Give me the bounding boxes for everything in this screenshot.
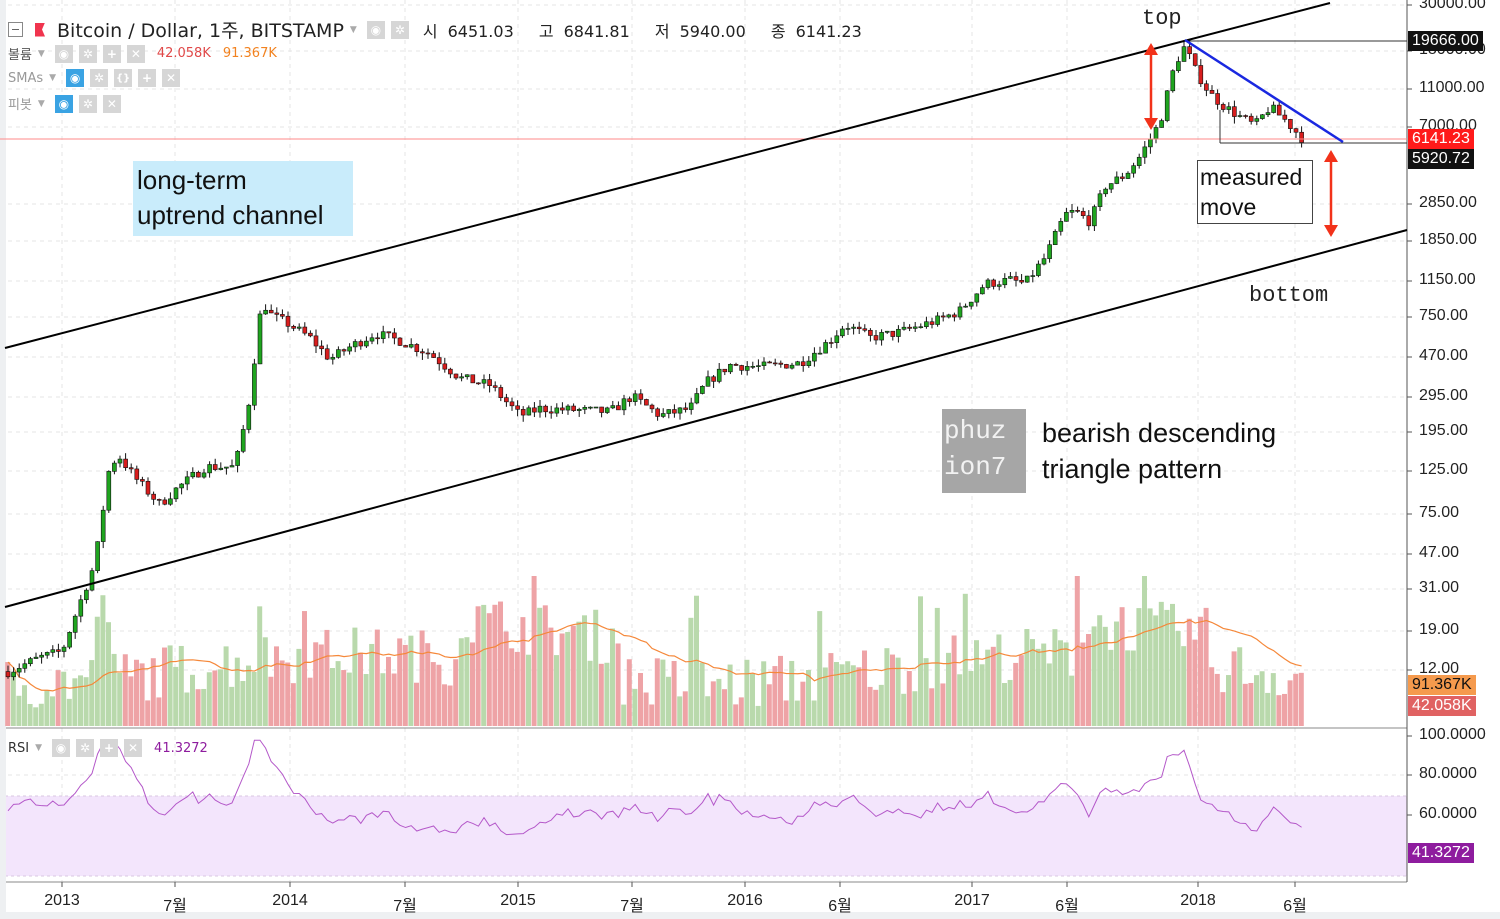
annotation-text: triangle pattern — [1042, 454, 1223, 484]
price-tick: 470.00 — [1419, 347, 1468, 364]
gear-icon[interactable]: ✲ — [78, 44, 97, 63]
rsi-legend: RSI ▼ ◉ ✲ + ✕ 41.3272 — [8, 739, 208, 757]
high-value: 6841.81 — [563, 21, 630, 41]
time-tick: 2018 — [1180, 892, 1216, 909]
logo-text: ion7 — [944, 452, 1007, 482]
price-tick: 19.00 — [1419, 621, 1460, 638]
volume-value: 42.058K — [156, 46, 211, 61]
annotation-text: uptrend channel — [137, 200, 324, 230]
volume-tag: 42.058K — [1408, 696, 1476, 716]
eye-icon[interactable]: ◉ — [66, 69, 85, 87]
volume-sma-tag: 91.367K — [1408, 675, 1476, 695]
price-tick: 11000.00 — [1419, 79, 1485, 96]
symbol-legend: Bitcoin / Dollar, 1주, BITSTAMP ▼ ◉ ✲ 시 64… — [8, 16, 882, 43]
rsi-tag: 41.3272 — [1408, 843, 1474, 863]
volume-legend: 볼륨 ▼ ◉ ✲ + ✕ 42.058K 91.367K — [8, 44, 277, 63]
eye-icon[interactable]: ◉ — [54, 94, 73, 113]
smas-name[interactable]: SMAs — [8, 70, 44, 86]
gear-icon[interactable]: ✲ — [78, 94, 97, 113]
close-icon[interactable]: ✕ — [102, 94, 121, 113]
rsi-tick: 60.0000 — [1419, 805, 1477, 822]
high-line-tag: 19666.00 — [1408, 31, 1483, 51]
price-tick: 1850.00 — [1419, 231, 1477, 248]
volume-name[interactable]: 볼륨 — [8, 48, 32, 63]
price-tick: 31.00 — [1419, 579, 1460, 596]
time-tick: 2014 — [272, 892, 308, 909]
chevron-down-icon[interactable]: ▼ — [349, 24, 357, 35]
time-tick: 7월 — [163, 898, 187, 915]
last-price-tag: 6141.23 — [1408, 129, 1474, 149]
open-value: 6451.03 — [447, 21, 514, 41]
price-tick: 295.00 — [1419, 387, 1468, 404]
chevron-down-icon[interactable]: ▼ — [37, 48, 45, 59]
smas-legend: SMAs ▼ ◉ ✲ {} + ✕ — [8, 69, 182, 87]
time-tick: 2017 — [954, 892, 990, 909]
price-tick: 2850.00 — [1419, 194, 1477, 211]
flag-icon[interactable] — [35, 22, 45, 37]
price-tick: 125.00 — [1419, 461, 1468, 478]
rsi-name[interactable]: RSI — [8, 740, 30, 756]
eye-icon[interactable]: ◉ — [52, 739, 71, 757]
rsi-tick: 80.0000 — [1419, 765, 1477, 782]
plus-icon[interactable]: + — [138, 69, 157, 87]
time-tick: 6월 — [1283, 898, 1307, 915]
price-tick: 1150.00 — [1419, 271, 1476, 288]
measured-move-annotation[interactable]: measured move — [1197, 160, 1313, 224]
watermark-logo: phuz ion7 — [942, 409, 1026, 493]
eye-icon[interactable]: ◉ — [366, 20, 385, 39]
time-tick: 2013 — [44, 892, 80, 909]
top-annotation[interactable]: top — [1142, 6, 1182, 31]
annotation-text: bearish descending — [1042, 418, 1277, 448]
eye-icon[interactable]: ◉ — [54, 44, 73, 63]
time-tick: 6월 — [1055, 898, 1079, 915]
plus-icon[interactable]: + — [102, 44, 121, 63]
price-tick: 12.00 — [1419, 660, 1460, 677]
gear-icon[interactable]: ✲ — [76, 739, 95, 757]
bottom-annotation[interactable]: bottom — [1249, 283, 1329, 308]
annotation-text: move — [1200, 194, 1257, 220]
annotation-text: measured — [1200, 164, 1303, 190]
rsi-value: 41.3272 — [154, 740, 208, 756]
close-icon[interactable]: ✕ — [162, 69, 181, 87]
plus-icon[interactable]: + — [100, 739, 119, 757]
time-tick: 2015 — [500, 892, 536, 909]
support-tag: 5920.72 — [1408, 149, 1474, 169]
time-tick: 6월 — [828, 898, 852, 915]
chevron-down-icon[interactable]: ▼ — [35, 743, 43, 753]
price-tick: 75.00 — [1419, 504, 1460, 521]
rsi-tick: 100.0000 — [1419, 726, 1486, 743]
pivot-legend: 피봇 ▼ ◉ ✲ ✕ — [8, 94, 123, 113]
collapse-icon[interactable] — [8, 22, 23, 37]
time-tick: 7월 — [393, 898, 417, 915]
time-tick: 7월 — [620, 898, 644, 915]
price-tick: 195.00 — [1419, 422, 1468, 439]
pattern-annotation[interactable]: bearish descending triangle pattern — [1042, 415, 1276, 487]
channel-annotation[interactable]: long-term uptrend channel — [133, 161, 353, 236]
price-tick: 750.00 — [1419, 307, 1468, 324]
chevron-down-icon[interactable]: ▼ — [37, 98, 45, 109]
symbol-title[interactable]: Bitcoin / Dollar, 1주, BITSTAMP — [57, 20, 344, 42]
chevron-down-icon[interactable]: ▼ — [49, 73, 57, 83]
price-tick: 30000.00 — [1419, 0, 1486, 12]
close-value: 6141.23 — [795, 21, 862, 41]
close-icon[interactable]: ✕ — [126, 44, 145, 63]
gear-icon[interactable]: ✲ — [90, 69, 109, 87]
pivot-name[interactable]: 피봇 — [8, 98, 32, 113]
gear-icon[interactable]: ✲ — [390, 20, 409, 39]
annotation-text: long-term — [137, 165, 247, 195]
price-tick: 47.00 — [1419, 544, 1460, 561]
code-icon[interactable]: {} — [114, 69, 133, 87]
ohlc-values: 시 6451.03 고 6841.81 저 5940.00 종 6141.23 — [422, 21, 862, 41]
close-icon[interactable]: ✕ — [124, 739, 143, 757]
low-value: 5940.00 — [679, 21, 746, 41]
time-tick: 2016 — [727, 892, 763, 909]
logo-text: phuz — [944, 416, 1007, 446]
volume-sma-value: 91.367K — [222, 46, 277, 61]
